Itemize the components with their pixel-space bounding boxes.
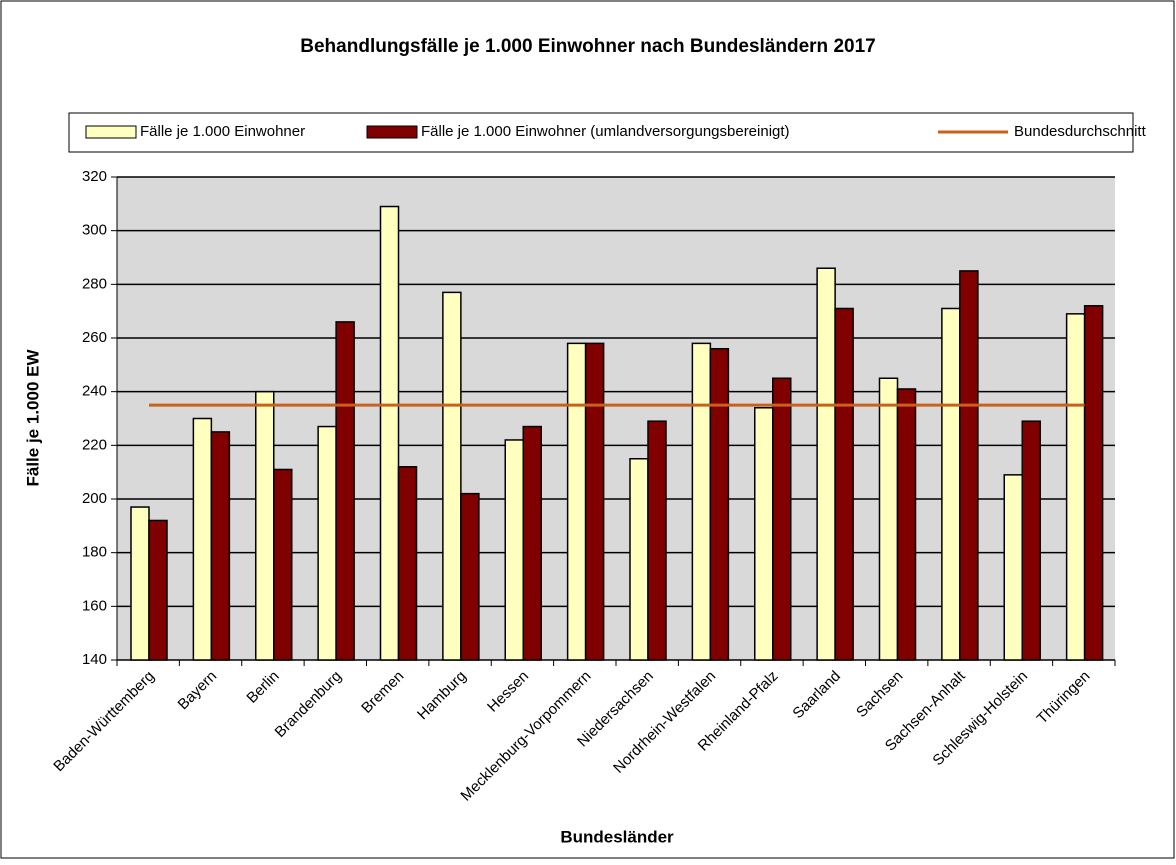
bar <box>192 417 213 661</box>
bar <box>255 390 275 661</box>
y-tick-label: 180 <box>82 544 107 561</box>
y-tick-label: 320 <box>82 168 107 185</box>
y-tick-label: 260 <box>82 329 107 346</box>
bar <box>772 377 792 661</box>
legend-label: Fälle je 1.000 Einwohner <box>140 123 305 140</box>
bar <box>273 468 293 661</box>
legend-swatch <box>366 125 418 139</box>
y-axis-title: Fälle je 1.000 EW <box>23 349 42 487</box>
bar <box>691 342 712 661</box>
bar <box>148 519 168 661</box>
bar <box>566 342 587 661</box>
y-tick-label: 140 <box>82 651 107 668</box>
y-tick-label: 240 <box>82 383 107 400</box>
legend-swatch <box>85 125 137 139</box>
bar <box>504 439 524 661</box>
bar <box>1083 305 1104 661</box>
bar <box>647 420 667 661</box>
bar <box>1003 474 1023 661</box>
bar <box>941 307 961 661</box>
y-tick-label: 200 <box>82 490 107 507</box>
bar <box>460 492 480 661</box>
bar <box>709 347 730 661</box>
bar <box>210 431 231 661</box>
y-tick-label: 280 <box>82 275 107 292</box>
bar <box>397 466 418 661</box>
bar <box>584 342 605 661</box>
bar <box>816 267 836 661</box>
bar <box>629 458 649 661</box>
chart-title: Behandlungsfälle je 1.000 Einwohner nach… <box>300 36 875 57</box>
bar <box>1021 420 1041 661</box>
y-tick-label: 160 <box>82 597 107 614</box>
bar <box>1065 313 1086 661</box>
bar <box>834 307 854 661</box>
bar <box>522 425 542 661</box>
bar <box>130 506 150 661</box>
y-tick-label: 300 <box>82 222 107 239</box>
bar <box>335 321 355 661</box>
y-tick-label: 220 <box>82 436 107 453</box>
bar <box>754 407 774 661</box>
legend-label: Bundesdurchschnitt <box>1014 123 1147 140</box>
bar <box>379 205 400 661</box>
legend-label: Fälle je 1.000 Einwohner (umlandversorgu… <box>421 123 790 140</box>
bar <box>442 291 462 661</box>
bar <box>896 388 917 661</box>
x-axis-title: Bundesländer <box>560 827 674 846</box>
bar <box>317 425 337 661</box>
bar <box>959 270 979 661</box>
bar <box>878 377 899 661</box>
